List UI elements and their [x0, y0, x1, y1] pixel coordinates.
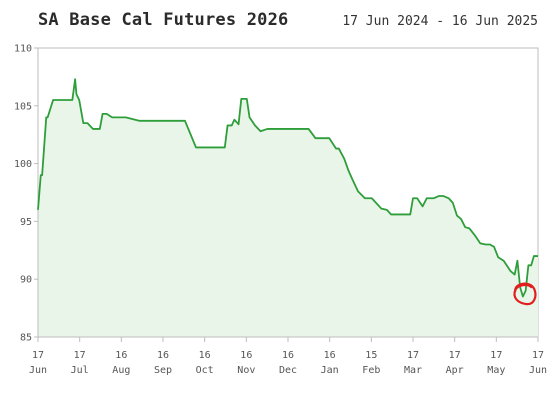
x-tick-day-label: 16 — [157, 350, 169, 361]
y-tick: 110 — [14, 44, 38, 55]
x-tick-month-label: Jun — [529, 365, 547, 376]
x-tick: 16 Sep — [154, 337, 172, 376]
x-tick: 17 Jul — [71, 337, 89, 376]
x-tick-month-label: Nov — [237, 365, 255, 376]
x-tick-day-label: 15 — [365, 350, 377, 361]
x-tick-month-label: Jun — [29, 365, 47, 376]
x-tick-month-label: Oct — [196, 365, 214, 376]
x-tick: 16 Aug — [112, 337, 130, 376]
x-tick-day-label: 16 — [240, 350, 252, 361]
x-tick-day-label: 17 — [532, 350, 544, 361]
x-tick-day-label: 17 — [407, 350, 419, 361]
series-area-fill — [38, 79, 538, 338]
y-tick-label: 85 — [20, 333, 32, 344]
x-tick-day-label: 16 — [282, 350, 294, 361]
x-tick: 17 Mar — [404, 337, 422, 376]
x-tick-day-label: 17 — [74, 350, 86, 361]
x-tick: 16 Jan — [321, 337, 339, 376]
x-tick: 15 Feb — [362, 337, 380, 376]
x-tick-month-label: Aug — [112, 365, 130, 376]
date-range-label: 17 Jun 2024 - 16 Jun 2025 — [342, 14, 538, 29]
y-tick: 100 — [14, 159, 38, 170]
y-tick: 90 — [20, 275, 38, 286]
x-tick-month-label: Mar — [404, 365, 422, 376]
y-tick-label: 100 — [14, 159, 32, 170]
x-tick-day-label: 17 — [32, 350, 44, 361]
x-tick: 17 Jun — [529, 337, 547, 376]
annotation-circle — [513, 282, 537, 306]
x-tick-day-label: 16 — [199, 350, 211, 361]
chart-title: SA Base Cal Futures 2026 — [38, 10, 289, 30]
x-tick-month-label: Jul — [71, 365, 89, 376]
x-tick-day-label: 17 — [449, 350, 461, 361]
x-tick-day-label: 16 — [115, 350, 127, 361]
x-tick-month-label: Dec — [279, 365, 297, 376]
y-tick: 105 — [14, 101, 38, 112]
y-tick-label: 95 — [20, 217, 32, 228]
x-tick-month-label: Jan — [321, 365, 339, 376]
x-tick-month-label: May — [487, 365, 505, 376]
y-tick: 85 — [20, 333, 38, 344]
x-tick: 17 Apr — [446, 337, 464, 376]
x-tick-month-label: Sep — [154, 365, 172, 376]
x-tick-month-label: Apr — [446, 365, 464, 376]
x-tick-month-label: Feb — [362, 365, 380, 376]
y-tick: 95 — [20, 217, 38, 228]
y-tick-label: 105 — [14, 101, 32, 112]
x-tick: 17 May — [487, 337, 505, 376]
series-line — [37, 78, 538, 298]
x-tick-day-label: 16 — [324, 350, 336, 361]
y-tick-label: 110 — [14, 44, 32, 55]
y-tick-label: 90 — [20, 275, 32, 286]
x-tick: 16 Nov — [237, 337, 255, 376]
x-tick: 16 Oct — [196, 337, 214, 376]
x-tick: 17 Jun — [29, 337, 47, 376]
x-tick: 16 Dec — [279, 337, 297, 376]
x-tick-day-label: 17 — [490, 350, 502, 361]
